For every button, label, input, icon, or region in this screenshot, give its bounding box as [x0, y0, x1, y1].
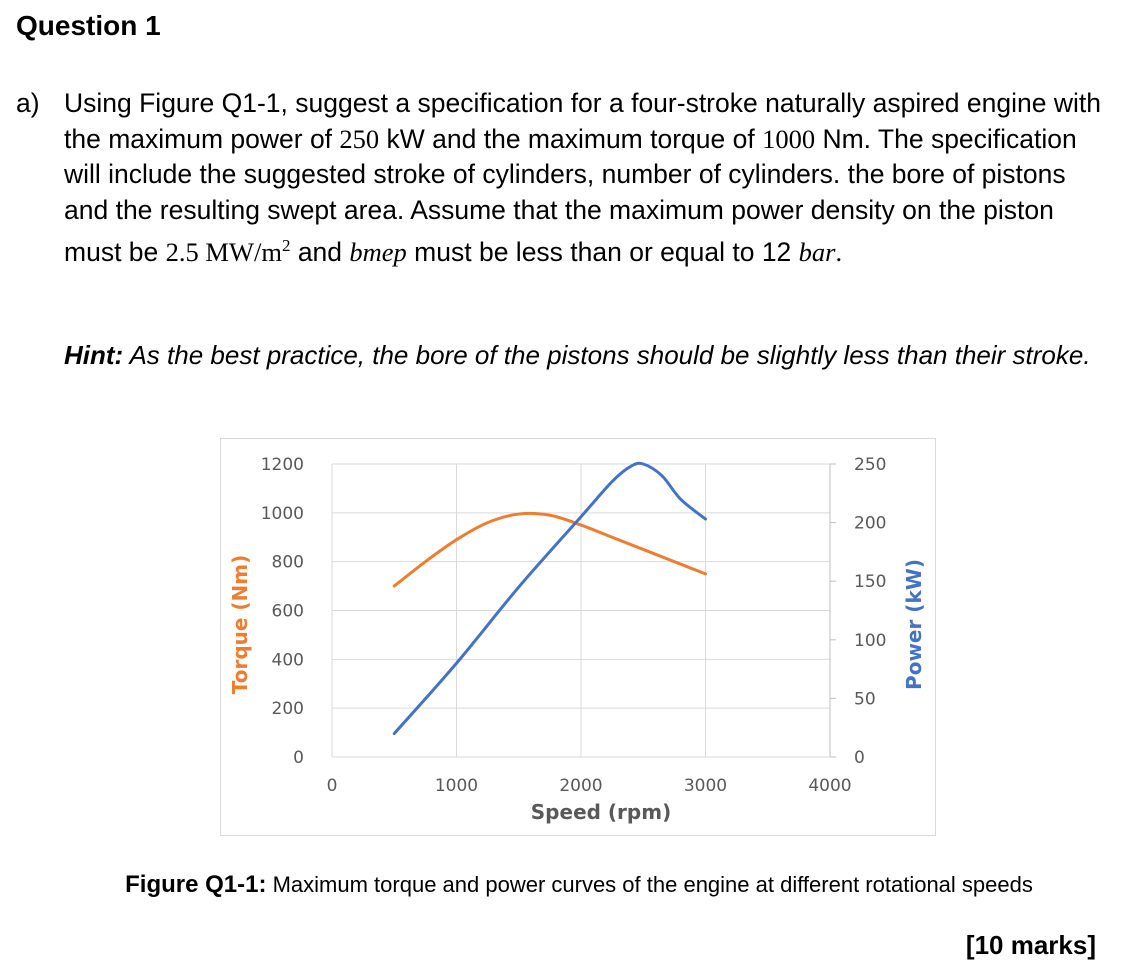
torque-value: 1000 — [762, 123, 816, 154]
y-left-tick-label: 0 — [293, 748, 304, 768]
y-left-tick-label: 1200 — [261, 455, 304, 475]
caption-label: Figure Q1-1: — [125, 871, 267, 898]
y-left-tick-label: 800 — [272, 553, 304, 573]
question-part-a: a) Using Figure Q1-1, suggest a specific… — [16, 86, 1116, 270]
x-axis-title: Speed (rpm) — [531, 800, 671, 824]
y-right-axis-title: Power (kW) — [902, 559, 926, 690]
y-left-tick-label: 600 — [272, 602, 304, 622]
marks-label: [10 marks] — [965, 930, 1096, 960]
power-series-line — [392, 461, 707, 736]
question-text: Using Figure Q1-1, suggest a specificati… — [64, 86, 1116, 270]
part-label: a) — [16, 88, 40, 118]
question-text-3: Nm. The specification will include the s… — [64, 123, 1077, 267]
y-right-tick-label: 150 — [854, 572, 886, 592]
hint-label: Hint: — [64, 340, 124, 370]
x-tick-label: 1000 — [435, 776, 478, 796]
x-tick-label: 3000 — [684, 776, 727, 796]
x-tick-label: 0 — [327, 776, 338, 796]
caption-text: Maximum torque and power curves of the e… — [266, 872, 1033, 897]
y-left-tick-label: 200 — [272, 699, 304, 719]
y-left-axis-title: Torque (Nm) — [228, 555, 252, 695]
question-text-2: kW and the maximum torque of — [379, 123, 763, 154]
figure-caption: Figure Q1-1: Maximum torque and power cu… — [60, 870, 1098, 900]
y-right-tick-label: 250 — [854, 455, 886, 475]
x-tick-label: 2000 — [559, 776, 602, 796]
bar-unit: bar — [798, 236, 836, 267]
bmep-symbol: bmep — [349, 236, 407, 267]
question-title: Question 1 — [16, 10, 161, 41]
y-right-tick-label: 100 — [854, 631, 886, 651]
y-left-tick-label: 400 — [272, 650, 304, 670]
torque-series-line — [392, 511, 707, 588]
hint-text: As the best practice, the bore of the pi… — [123, 340, 1091, 370]
question-text-6: . — [835, 236, 843, 267]
y-right-tick-label: 50 — [854, 689, 876, 709]
y-left-tick-label: 1000 — [261, 504, 304, 524]
figure-frame: 0 200 400 600 800 1000 1200 0 1000 2000 3000 4000 0 5… — [220, 438, 936, 836]
y-right-tick-label: 0 — [854, 748, 865, 768]
power-value: 250 — [339, 123, 380, 154]
x-tick-label: 4000 — [808, 776, 851, 796]
question-text-4: and — [290, 236, 350, 267]
density-value: 2.5 MW/m — [165, 236, 282, 267]
hint-paragraph: Hint: As the best practice, the bore of … — [64, 338, 1104, 372]
question-text-1: Using Figure Q1-1, suggest a specificati… — [64, 88, 1101, 154]
y-right-tick-label: 200 — [854, 514, 886, 534]
question-text-5: must be less than or equal to 12 — [406, 236, 799, 267]
density-exponent: 2 — [281, 236, 291, 255]
